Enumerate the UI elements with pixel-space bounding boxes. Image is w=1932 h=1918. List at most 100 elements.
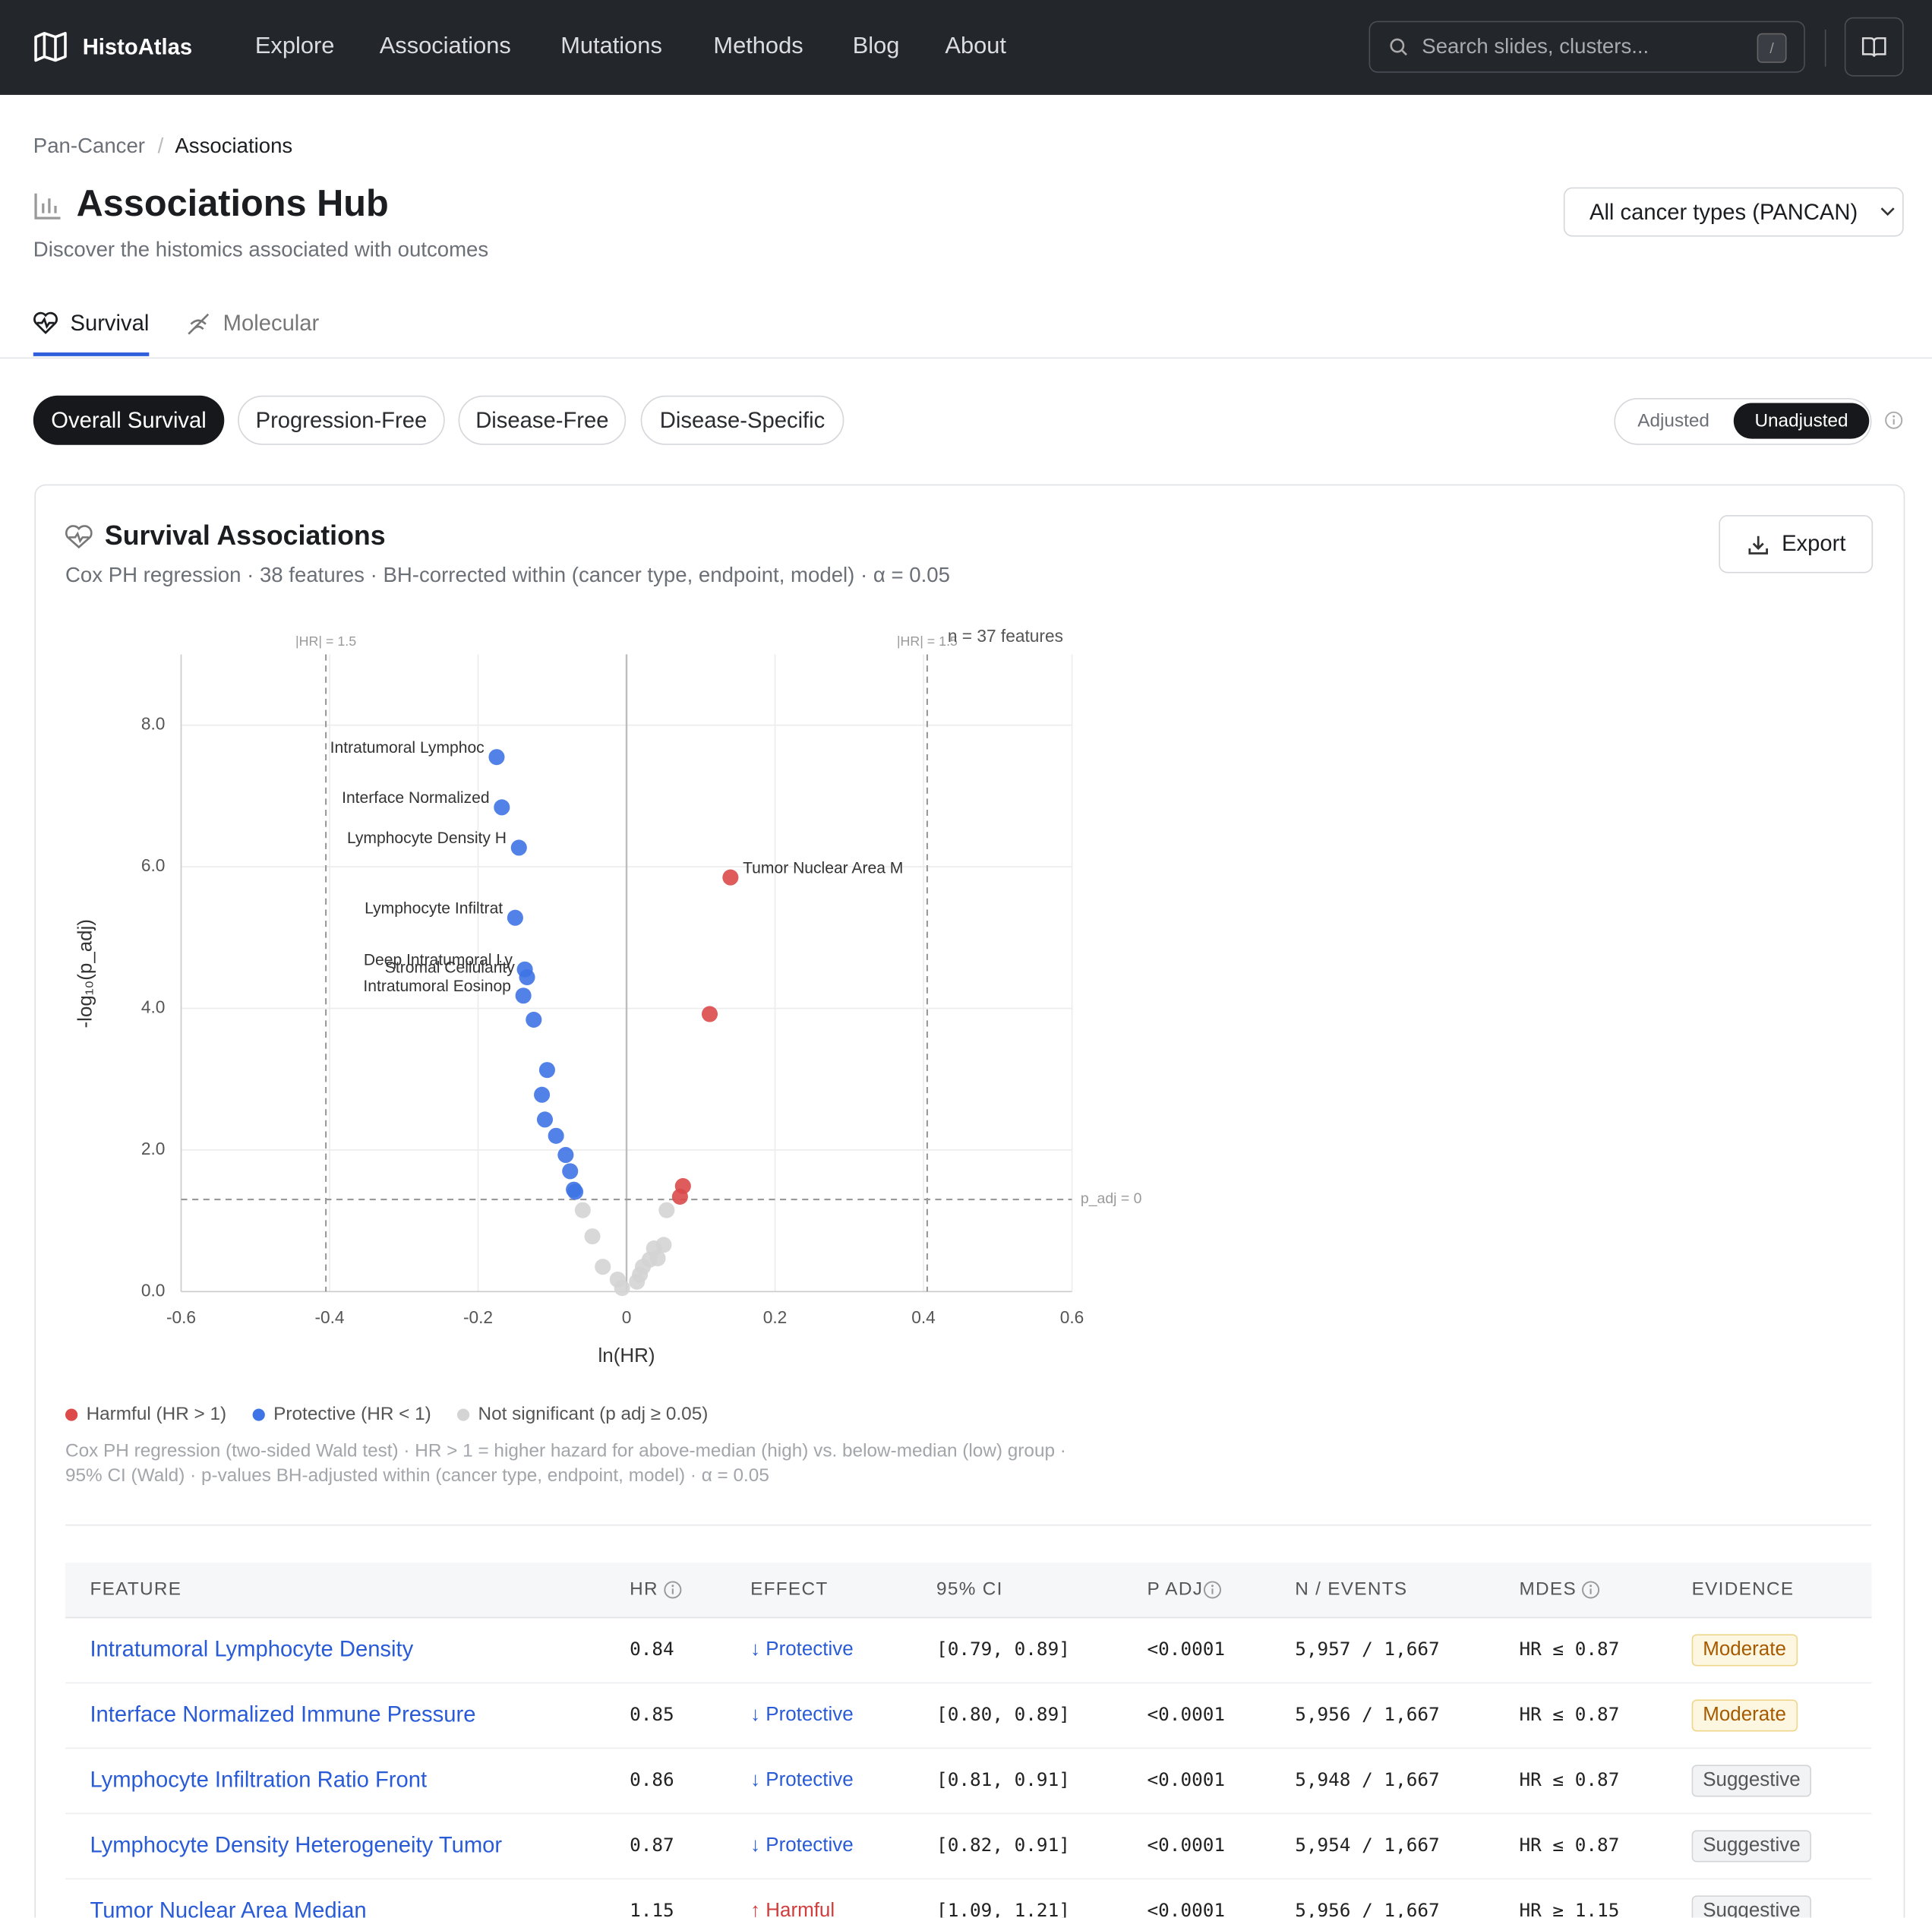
cell: [0.80, 0.89]	[936, 1703, 1070, 1726]
data-point	[584, 1228, 601, 1245]
cell: <0.0001	[1147, 1768, 1226, 1791]
cell: 5,954 / 1,667	[1295, 1834, 1440, 1856]
endpoint-pill-active[interactable]: Overall Survival	[33, 395, 225, 445]
nav-link[interactable]: Explore	[254, 33, 335, 59]
x-tick-label: -0.4	[314, 1307, 344, 1327]
data-point	[649, 1250, 666, 1267]
logo-icon	[34, 32, 67, 62]
cell: [0.82, 0.91]	[936, 1834, 1070, 1856]
divider	[65, 1524, 1872, 1526]
data-point	[567, 1183, 584, 1200]
data-point	[488, 749, 505, 766]
note: Cox PH regression (two-sided Wald test) …	[65, 1440, 1066, 1462]
point-label: Stromal Cellularity	[385, 959, 515, 977]
heart-icon	[33, 311, 58, 334]
breadcrumb-separator: /	[157, 134, 164, 158]
x-axis-label: ln(HR)	[598, 1345, 655, 1367]
nav-link[interactable]: Blog	[852, 33, 900, 59]
evidence-badge: Suggestive	[1691, 1830, 1812, 1863]
export-label: Export	[1782, 531, 1846, 556]
data-point	[557, 1146, 574, 1163]
data-point	[548, 1127, 564, 1144]
info-icon[interactable]	[1203, 1580, 1223, 1600]
cell: 0.84	[630, 1638, 674, 1660]
y-tick-label: 6.0	[141, 855, 166, 875]
data-point	[562, 1163, 579, 1180]
nav-link[interactable]: Mutations	[560, 33, 662, 59]
data-point	[494, 799, 510, 816]
molecular-icon	[188, 313, 210, 335]
feature-link[interactable]: Interface Normalized Immune Pressure	[90, 1702, 476, 1727]
search-placeholder: Search slides, clusters...	[1422, 34, 1649, 58]
point-label: Lymphocyte Density H	[347, 829, 507, 847]
cell: 5,956 / 1,667	[1295, 1899, 1440, 1918]
endpoint-pill[interactable]: Disease-Free	[458, 395, 627, 445]
cell: 0.85	[630, 1703, 674, 1726]
threshold-label: |HR| = 1.5	[897, 634, 958, 649]
tab[interactable]: Molecular	[223, 310, 320, 336]
point-label: Tumor Nuclear Area M	[743, 859, 903, 877]
search-box[interactable]	[1368, 21, 1805, 73]
row-divider	[65, 1682, 1872, 1684]
point-label: Lymphocyte Infiltrat	[365, 899, 503, 917]
navbar	[0, 0, 1932, 95]
column-header: 95% CI	[936, 1578, 1003, 1600]
export-button[interactable]: Export	[1719, 515, 1874, 574]
cancer-select[interactable]: All cancer types (PANCAN)	[1563, 187, 1904, 237]
breadcrumb-item[interactable]: Pan-Cancer	[33, 134, 145, 158]
page-title: Associations Hub	[76, 183, 389, 225]
book-icon	[1861, 37, 1886, 57]
effect: ↓ Protective	[750, 1834, 854, 1856]
threshold-label: |HR| = 1.5	[295, 634, 356, 649]
endpoint-pill[interactable]: Disease-Specific	[640, 395, 844, 445]
row-divider	[65, 1747, 1872, 1749]
data-point	[595, 1259, 611, 1275]
point-label: Intratumoral Eosinop	[363, 978, 510, 995]
column-header: HR	[630, 1578, 658, 1600]
tab-active[interactable]: Survival	[70, 310, 150, 336]
cell: HR ≤ 0.87	[1519, 1638, 1620, 1660]
data-point	[658, 1202, 675, 1218]
feature-link[interactable]: Lymphocyte Density Heterogeneity Tumor	[90, 1832, 503, 1858]
cell: 5,957 / 1,667	[1295, 1638, 1440, 1660]
brand[interactable]: HistoAtlas	[82, 34, 193, 59]
data-point	[574, 1202, 591, 1218]
column-header: EFFECT	[750, 1578, 829, 1600]
cell: HR ≤ 0.87	[1519, 1703, 1620, 1726]
separator	[1824, 29, 1826, 67]
cell: <0.0001	[1147, 1899, 1226, 1918]
card-subtitle: Cox PH regression · 38 features · BH-cor…	[65, 563, 950, 587]
evidence-badge: Moderate	[1691, 1699, 1798, 1732]
nav-link[interactable]: Associations	[379, 33, 511, 59]
info-icon[interactable]	[1581, 1580, 1601, 1600]
feature-link[interactable]: Lymphocyte Infiltration Ratio Front	[90, 1767, 428, 1793]
x-tick-label: 0.6	[1060, 1307, 1084, 1327]
data-point	[655, 1237, 672, 1253]
docs-button[interactable]	[1844, 17, 1904, 77]
table-header	[65, 1563, 1872, 1619]
nav-link[interactable]: About	[945, 33, 1006, 59]
feature-link[interactable]: Intratumoral Lymphocyte Density	[90, 1636, 414, 1662]
model-toggle	[1614, 398, 1872, 445]
toggle-option[interactable]: Adjusted	[1637, 410, 1709, 431]
toggle-option-active[interactable]: Unadjusted	[1733, 403, 1870, 439]
column-header: P ADJ	[1147, 1578, 1204, 1600]
cell: HR ≤ 0.87	[1519, 1834, 1620, 1856]
nav-link[interactable]: Methods	[713, 33, 803, 59]
search-icon	[1390, 38, 1407, 56]
data-point	[534, 1086, 551, 1103]
chevron	[1880, 207, 1895, 216]
info-icon[interactable]	[663, 1580, 683, 1600]
feature-link[interactable]: Tumor Nuclear Area Median	[90, 1897, 367, 1918]
evidence-badge: Suggestive	[1691, 1895, 1812, 1918]
y-tick-label: 8.0	[141, 714, 166, 734]
info-icon[interactable]	[1884, 410, 1904, 430]
endpoint-pill[interactable]: Progression-Free	[238, 395, 445, 445]
cell: 1.15	[630, 1899, 674, 1918]
cell: <0.0001	[1147, 1703, 1226, 1726]
point-label: Interface Normalized	[342, 789, 489, 807]
cell: 5,948 / 1,667	[1295, 1768, 1440, 1791]
x-tick-label: 0.4	[911, 1307, 936, 1327]
legend-swatch	[65, 1408, 78, 1421]
select-value: All cancer types (PANCAN)	[1589, 199, 1858, 224]
